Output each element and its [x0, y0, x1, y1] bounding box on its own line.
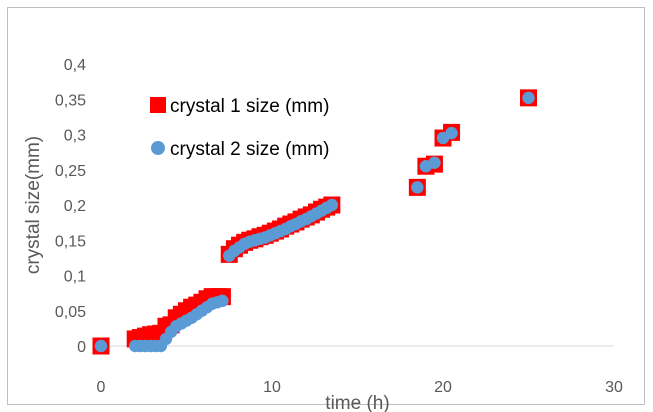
x-axis-title: time (h) [325, 393, 389, 412]
crystal-2-point [445, 126, 458, 140]
crystal-2-point [411, 181, 424, 194]
y-tick-label: 0,35 [55, 92, 86, 109]
x-tick-label: 20 [434, 379, 452, 396]
y-axis: 0 0,05 0,1 0,15 0,2 0,25 0,3 0,35 0,4 [55, 57, 86, 356]
legend: crystal 1 size (mm) crystal 2 size (mm) [150, 96, 329, 160]
crystal-2-point [325, 198, 339, 212]
y-tick-label: 0 [77, 339, 86, 356]
legend-label-crystal-2: crystal 2 size (mm) [170, 139, 329, 160]
y-tick-label: 0,4 [64, 57, 86, 74]
x-tick-label: 30 [605, 379, 623, 396]
x-tick-label: 0 [97, 379, 106, 396]
series-layer [92, 89, 537, 355]
legend-label-crystal-1: crystal 1 size (mm) [170, 96, 329, 117]
y-tick-label: 0,05 [55, 304, 86, 321]
x-tick-label: 10 [263, 379, 281, 396]
y-tick-label: 0,1 [64, 269, 86, 286]
legend-marker-crystal-1 [150, 97, 166, 113]
y-tick-label: 0,3 [64, 128, 86, 145]
crystal-2-point [522, 91, 535, 105]
crystal-2-point [94, 339, 108, 353]
y-axis-title: crystal size(mm) [23, 136, 44, 274]
legend-marker-crystal-2 [151, 141, 165, 155]
y-tick-label: 0,2 [64, 198, 86, 215]
y-tick-label: 0,15 [55, 233, 86, 250]
crystal-2-point [428, 156, 441, 169]
y-tick-label: 0,25 [55, 163, 86, 180]
x-axis: 0 10 20 30 [97, 345, 623, 396]
crystal-2-point [216, 294, 229, 308]
